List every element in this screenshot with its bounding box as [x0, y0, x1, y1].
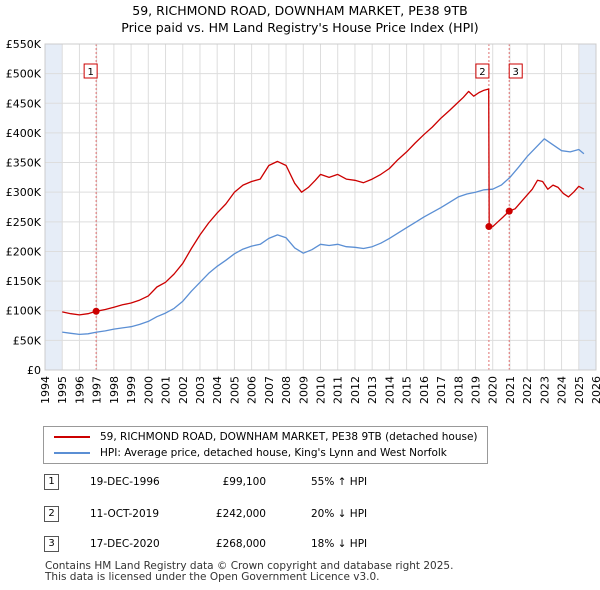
footer: Contains HM Land Registry data © Crown c…	[45, 561, 453, 583]
y-tick-label: £200K	[6, 245, 42, 258]
sale-markers: 1 2 3	[83, 63, 523, 315]
y-tick-label: £300K	[6, 186, 42, 199]
y-tick-label: £100K	[6, 305, 42, 318]
x-tick-label: 1995	[56, 376, 69, 404]
legend: 59, RICHMOND ROAD, DOWNHAM MARKET, PE38 …	[43, 426, 488, 464]
sale-point	[92, 307, 100, 315]
legend-item-hpi: HPI: Average price, detached house, King…	[54, 445, 447, 461]
sale-point	[505, 207, 513, 215]
y-tick-label: £0	[27, 364, 41, 377]
legend-swatch-property	[54, 436, 90, 438]
price-chart: 1 2 3 £0 £50K £100K £150K £200K £250K £300K £350K…	[6, 38, 600, 404]
x-tick-label: 2007	[263, 376, 276, 404]
x-tick-label: 1998	[108, 376, 121, 404]
x-tick-label: 2026	[590, 376, 600, 404]
plot-frame	[44, 43, 597, 371]
x-tick-label: 2005	[228, 376, 241, 404]
transaction-date: 17-DEC-2020	[90, 538, 160, 550]
x-tick-label: 2010	[315, 376, 328, 404]
sale-label-box	[475, 63, 490, 79]
x-tick-label: 1997	[91, 376, 104, 404]
x-tick-label: 2003	[194, 376, 207, 404]
y-tick-label: £250K	[6, 216, 42, 229]
x-tick-label: 2020	[487, 376, 500, 404]
transaction-hpi: 20% ↓ HPI	[311, 508, 368, 520]
x-tick-label: 1999	[125, 376, 138, 404]
x-tick-label: 2016	[418, 376, 431, 404]
transaction-row: 2 11-OCT-2019 £242,000 20% ↓ HPI	[0, 506, 600, 528]
x-tick-label: 2009	[297, 376, 310, 404]
x-tick-label: 2015	[401, 376, 414, 404]
transaction-number: 2	[44, 506, 59, 522]
legend-swatch-hpi	[54, 452, 90, 454]
sale-label: 1	[87, 67, 93, 78]
y-tick-label: £500K	[6, 68, 42, 81]
x-tick-label: 2014	[383, 376, 396, 404]
x-tick-label: 2023	[538, 376, 551, 404]
property-price-line	[62, 88, 585, 316]
x-tick-label: 1996	[73, 376, 86, 404]
series-lines	[62, 88, 585, 336]
transaction-price: £99,100	[222, 476, 266, 488]
shaded-region	[45, 44, 63, 370]
y-tick-label: £350K	[6, 157, 42, 170]
footer-line-2: This data is licensed under the Open Gov…	[45, 571, 380, 583]
x-tick-label: 2002	[177, 376, 190, 404]
transaction-date: 11-OCT-2019	[90, 508, 159, 520]
x-tick-label: 2011	[332, 376, 345, 404]
transaction-row: 1 19-DEC-1996 £99,100 55% ↑ HPI	[0, 474, 600, 496]
x-tick-label: 2018	[452, 376, 465, 404]
x-tick-label: 2019	[469, 376, 482, 404]
chart-title: 59, RICHMOND ROAD, DOWNHAM MARKET, PE38 …	[0, 2, 600, 36]
transaction-row: 3 17-DEC-2020 £268,000 18% ↓ HPI	[0, 536, 600, 558]
x-tick-label: 2017	[435, 376, 448, 404]
y-tick-label: £450K	[6, 97, 42, 110]
y-tick-label: £550K	[6, 38, 42, 51]
sale-label: 3	[513, 67, 519, 78]
legend-item-property: 59, RICHMOND ROAD, DOWNHAM MARKET, PE38 …	[54, 429, 478, 445]
x-tick-label: 2024	[556, 376, 569, 404]
y-tick-label: £150K	[6, 275, 42, 288]
title-line-2: Price paid vs. HM Land Registry's House …	[121, 20, 479, 35]
transaction-date: 19-DEC-1996	[90, 476, 160, 488]
axes: £0 £50K £100K £150K £200K £250K £300K £350K £400…	[6, 38, 600, 404]
footer-line-1: Contains HM Land Registry data © Crown c…	[45, 560, 454, 572]
x-tick-label: 2021	[504, 376, 517, 404]
gridlines	[44, 43, 597, 371]
x-tick-label: 2000	[142, 376, 155, 404]
transaction-number: 1	[44, 474, 59, 490]
hpi-line	[62, 138, 585, 336]
legend-label-hpi: HPI: Average price, detached house, King…	[100, 447, 447, 459]
legend-label-property: 59, RICHMOND ROAD, DOWNHAM MARKET, PE38 …	[100, 431, 478, 443]
title-line-1: 59, RICHMOND ROAD, DOWNHAM MARKET, PE38 …	[132, 3, 468, 18]
x-tick-label: 2012	[349, 376, 362, 404]
x-tick-label: 2008	[280, 376, 293, 404]
x-tick-label: 2004	[211, 376, 224, 404]
sale-label: 2	[479, 67, 485, 78]
y-tick-label: £400K	[6, 127, 42, 140]
x-tick-label: 1994	[39, 376, 52, 404]
x-tick-label: 2006	[246, 376, 259, 404]
x-tick-label: 2001	[160, 376, 173, 404]
transaction-hpi: 55% ↑ HPI	[311, 476, 368, 488]
transaction-price: £242,000	[215, 508, 266, 520]
sale-point	[485, 223, 493, 231]
x-tick-label: 2025	[573, 376, 586, 404]
sale-label-box	[508, 63, 523, 79]
transaction-price: £268,000	[215, 538, 266, 550]
transaction-number: 3	[44, 536, 59, 552]
shaded-region	[578, 44, 596, 370]
x-tick-label: 2022	[521, 376, 534, 404]
sale-label-box	[83, 63, 98, 79]
transaction-hpi: 18% ↓ HPI	[311, 538, 368, 550]
y-tick-label: £50K	[13, 334, 42, 347]
x-tick-label: 2013	[366, 376, 379, 404]
